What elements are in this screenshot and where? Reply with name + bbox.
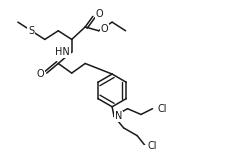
Text: S: S (28, 26, 34, 36)
Text: Cl: Cl (157, 104, 166, 114)
Text: O: O (36, 69, 44, 79)
Text: O: O (95, 9, 103, 19)
Text: Cl: Cl (147, 141, 156, 151)
Text: N: N (114, 111, 122, 121)
Text: O: O (100, 24, 108, 34)
Text: HN: HN (55, 47, 69, 57)
